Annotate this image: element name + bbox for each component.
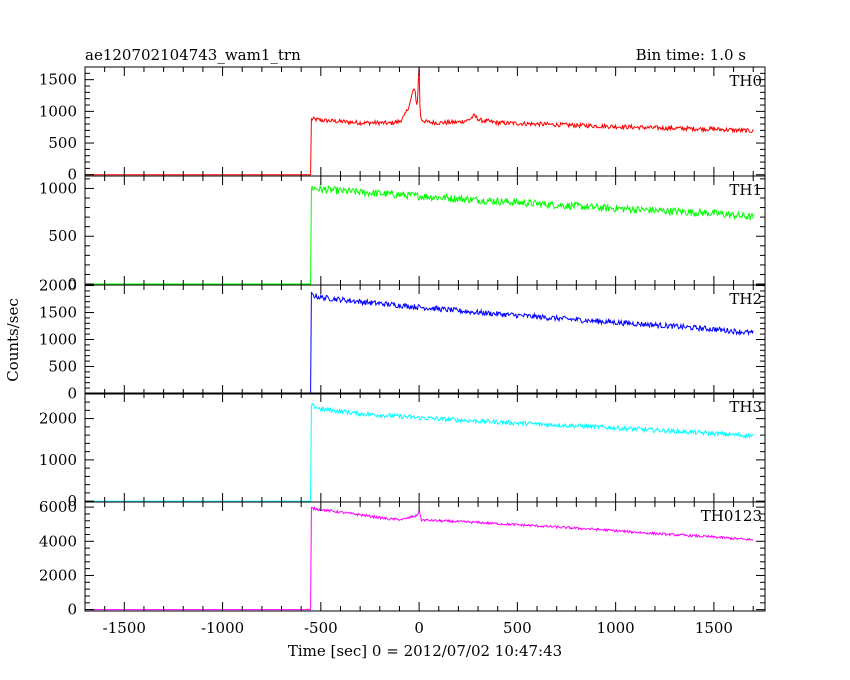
- x-tick-label: -1000: [201, 619, 244, 637]
- bin-time-label: Bin time: 1.0 s: [636, 46, 746, 64]
- series-line-th0: [85, 67, 754, 176]
- panel-th2: 0 500 1000 1500 2000 TH2: [39, 277, 766, 402]
- panel-th0123: 0 2000 4000 6000 TH0123: [39, 498, 766, 619]
- panel-th3: 0 1000 2000 TH3: [39, 392, 766, 510]
- panel-group: 0 500 1000 1500 TH0 0 500 1000 TH1 0 500 1000 1500 20…: [39, 66, 766, 637]
- panel-label-th3: TH3: [729, 398, 762, 416]
- x-tick-label: -500: [304, 619, 338, 637]
- x-tick-label: 0: [414, 619, 424, 637]
- y-tick-label: 500: [48, 134, 77, 152]
- x-tick-label: 1500: [695, 619, 733, 637]
- chart-title: ae120702104743_wam1_trn: [85, 46, 301, 64]
- y-tick-label: 1000: [39, 179, 77, 197]
- y-tick-label: 0: [67, 275, 77, 293]
- y-tick-label: 1000: [39, 102, 77, 120]
- panel-label-th1: TH1: [729, 181, 762, 199]
- panel-label-th0: TH0: [729, 72, 762, 90]
- x-axis-label: Time [sec] 0 = 2012/07/02 10:47:43: [288, 642, 562, 660]
- series-line-th0123: [85, 505, 754, 611]
- y-tick-label: 2000: [39, 566, 77, 584]
- y-tick-label: 4000: [39, 532, 77, 550]
- panel-th0: 0 500 1000 1500 TH0: [39, 66, 766, 184]
- panel-frame: [84, 284, 766, 395]
- series-line-th1: [85, 184, 754, 285]
- y-tick-label: 0: [67, 384, 77, 402]
- y-axis-label: Counts/sec: [4, 298, 22, 382]
- y-tick-label: 6000: [39, 498, 77, 516]
- panel-frame: [84, 392, 766, 503]
- y-tick-label: 0: [67, 166, 77, 184]
- series-line-th3: [85, 402, 754, 502]
- y-tick-label: 2000: [39, 277, 77, 295]
- series-line-th2: [85, 291, 754, 394]
- x-tick-label: -1500: [103, 619, 146, 637]
- panel-frame: [84, 501, 766, 612]
- x-tick-label: 1000: [597, 619, 635, 637]
- panel-th1: 0 500 1000 TH1: [39, 175, 766, 293]
- panel-label-th0123: TH0123: [701, 507, 762, 525]
- y-tick-label: 1500: [39, 71, 77, 89]
- y-tick-label: 500: [48, 357, 77, 375]
- y-tick-label: 2000: [39, 410, 77, 428]
- y-tick-label: 1000: [39, 331, 77, 349]
- y-tick-label: 0: [67, 601, 77, 619]
- x-tick-label: 500: [503, 619, 532, 637]
- panel-frame: [84, 175, 766, 286]
- y-tick-label: 0: [67, 492, 77, 510]
- panel-label-th2: TH2: [729, 290, 762, 308]
- y-tick-label: 1000: [39, 451, 77, 469]
- y-tick-label: 500: [48, 227, 77, 245]
- y-tick-label: 1500: [39, 304, 77, 322]
